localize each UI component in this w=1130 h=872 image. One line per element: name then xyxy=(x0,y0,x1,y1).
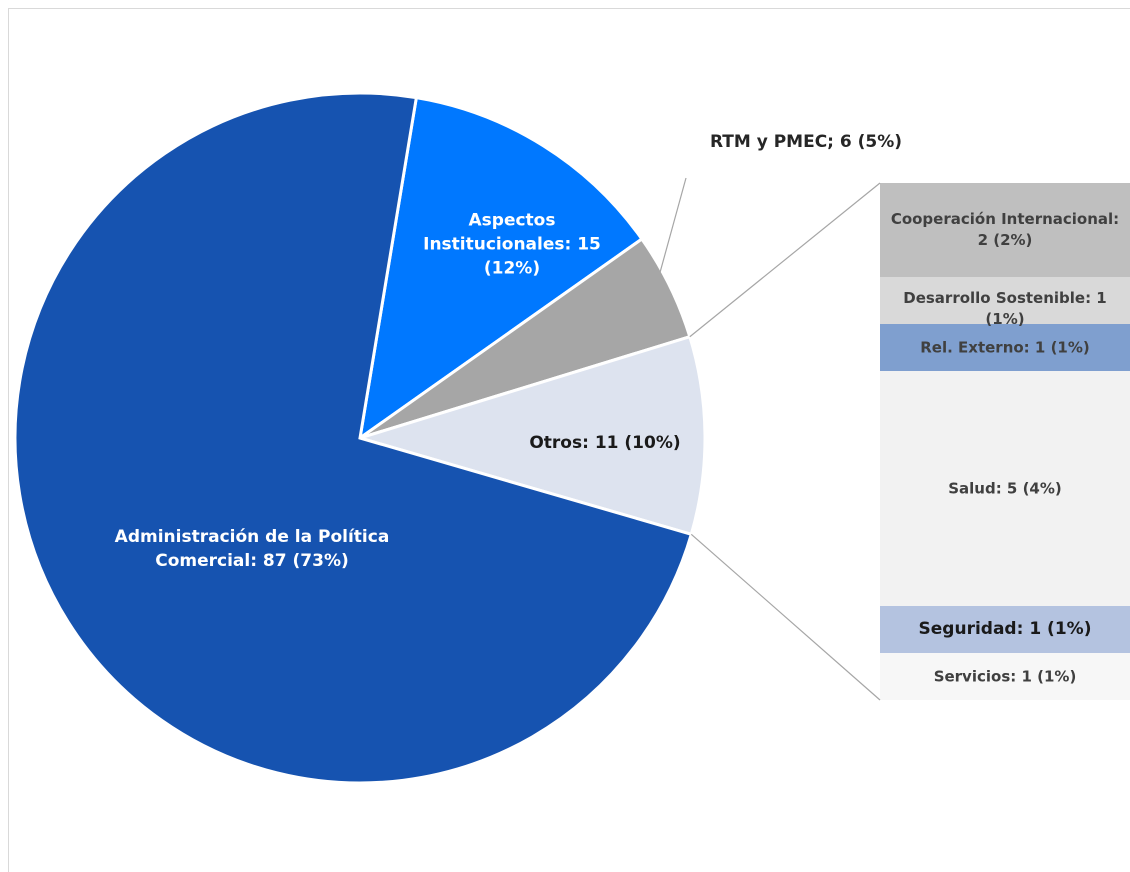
segment-label: Servicios: 1 (1%) xyxy=(933,667,1077,685)
slice-label: RTM y PMEC; 6 (5%) xyxy=(709,132,903,153)
segment-label: Salud: 5 (4%) xyxy=(948,479,1062,497)
bar-segment xyxy=(880,653,1130,700)
pie-slice xyxy=(13,91,694,785)
bar-segment xyxy=(880,183,1130,277)
connector-line xyxy=(690,533,881,701)
segment-label: Seguridad: 1 (1%) xyxy=(918,618,1092,639)
connector-line xyxy=(689,182,881,338)
slice-label: Administración de la Política Comercial:… xyxy=(114,527,390,571)
segment-label: Cooperación Internacional: 2 (2%) xyxy=(890,210,1120,249)
leader-line xyxy=(653,177,687,294)
bar-segment xyxy=(880,277,1130,324)
pie-slice xyxy=(357,95,644,442)
segment-label: Rel. Externo: 1 (1%) xyxy=(920,338,1090,356)
bar-segment xyxy=(880,606,1130,653)
slice-label: Otros: 11 (10%) xyxy=(529,433,681,454)
frame xyxy=(8,8,1130,872)
slice-label: Aspectos Institucionales: 15 (12%) xyxy=(423,210,601,278)
pie-slice xyxy=(354,334,707,537)
bar-segment xyxy=(880,371,1130,606)
segment-label: Desarrollo Sostenible: 1 (1%) xyxy=(903,288,1107,328)
bar-segment xyxy=(880,324,1130,371)
